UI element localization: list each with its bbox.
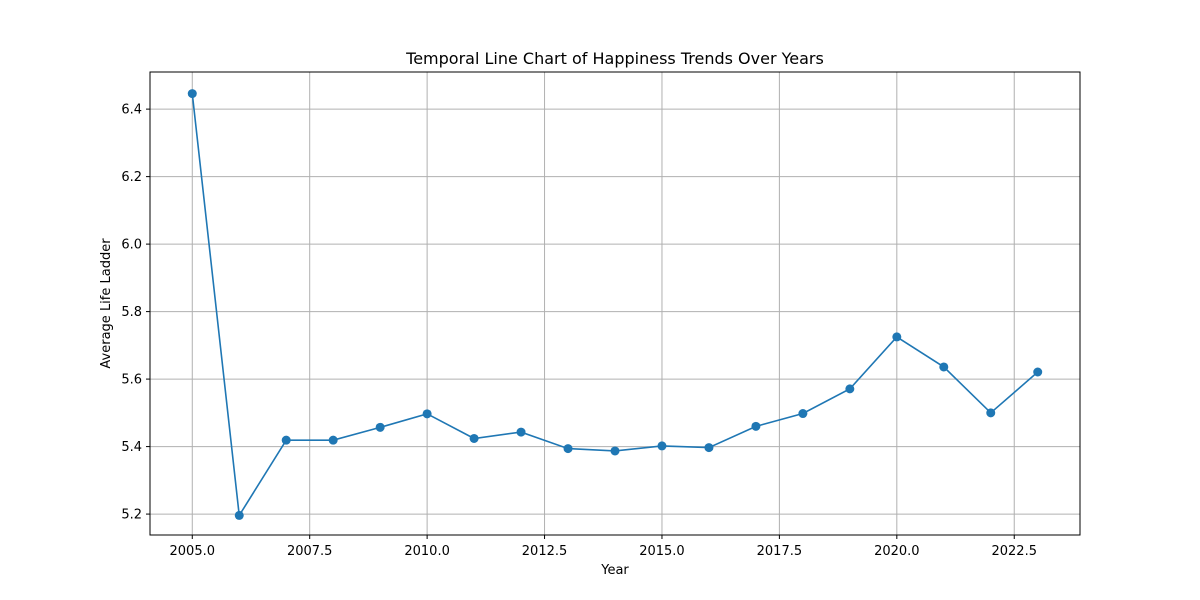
y-tick-label: 6.0 <box>121 238 142 253</box>
y-tick-label: 5.4 <box>121 440 142 455</box>
data-point <box>328 435 338 445</box>
y-axis: 5.2 5.4 5.6 5.8 6.0 6.2 6.4 <box>121 103 150 523</box>
data-point <box>892 332 902 342</box>
data-point <box>281 435 291 445</box>
data-point <box>187 89 197 99</box>
data-point <box>1033 367 1043 377</box>
y-tick-label: 6.2 <box>121 170 142 185</box>
data-point <box>657 441 667 451</box>
data-point <box>704 443 714 453</box>
data-point <box>469 433 479 443</box>
y-tick-label: 5.8 <box>121 305 142 320</box>
x-axis: 2005.0 2007.5 2010.0 2012.5 2015.0 2017.5 2020… <box>170 535 1037 559</box>
data-point <box>986 408 996 418</box>
y-tick-label: 6.4 <box>121 103 142 118</box>
data-point <box>798 409 808 419</box>
data-point <box>375 422 385 432</box>
data-point <box>845 384 855 394</box>
y-tick-label: 5.2 <box>121 508 142 523</box>
x-tick-label: 2005.0 <box>170 544 216 559</box>
x-tick-label: 2022.5 <box>991 544 1037 559</box>
y-axis-label: Average Life Ladder <box>99 238 114 369</box>
x-tick-label: 2007.5 <box>287 544 333 559</box>
series-layer <box>187 89 1043 520</box>
x-tick-label: 2012.5 <box>522 544 568 559</box>
data-point <box>610 446 620 456</box>
y-tick-label: 5.6 <box>121 373 142 388</box>
data-point <box>516 427 526 437</box>
x-tick-label: 2015.0 <box>639 544 685 559</box>
chart-title: Temporal Line Chart of Happiness Trends … <box>405 49 824 68</box>
x-tick-label: 2010.0 <box>404 544 450 559</box>
plot-area-frame <box>149 71 1081 536</box>
x-axis-label: Year <box>600 563 629 578</box>
data-point <box>422 409 432 419</box>
data-point <box>751 421 761 431</box>
data-point <box>563 444 573 454</box>
x-tick-label: 2020.0 <box>874 544 920 559</box>
x-tick-label: 2017.5 <box>757 544 803 559</box>
grid-lines <box>150 72 1080 535</box>
data-point <box>939 362 949 372</box>
data-point <box>234 510 244 520</box>
